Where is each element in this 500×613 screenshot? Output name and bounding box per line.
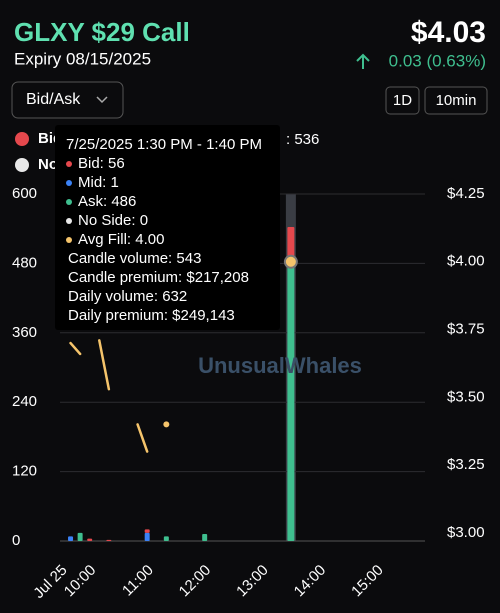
price: $4.03 [411, 16, 486, 49]
tooltip-item: Mid: 1 [78, 174, 119, 191]
x-tick-label: 14:00 [291, 562, 330, 601]
y2-tick-label: $3.25 [447, 456, 485, 473]
tooltip-line: Candle premium: $217,208 [68, 269, 249, 286]
dropdown-icon [96, 96, 108, 104]
watermark: UnusualWhales [198, 353, 362, 378]
y-tick-label: 480 [12, 254, 37, 271]
y-tick-label: 600 [12, 185, 37, 202]
y2-tick-label: $3.50 [447, 388, 485, 405]
tooltip-dot [66, 161, 72, 167]
hover-point [283, 254, 298, 269]
tooltip-dot [66, 237, 72, 243]
y2-tick-label: $3.75 [447, 321, 485, 338]
interval-label: 10min [436, 92, 477, 109]
y-tick-label: 360 [12, 324, 37, 341]
change: 0.03 (0.63%) [389, 51, 486, 70]
y-tick-label: 0 [12, 532, 20, 549]
bar [77, 532, 83, 541]
bar [144, 529, 150, 533]
tooltip-dot [66, 199, 72, 205]
tooltip-box [55, 125, 280, 330]
x-tick-label: Jul 25 [30, 562, 70, 602]
interval-button[interactable] [424, 86, 488, 115]
x-tick-label: 13:00 [233, 562, 272, 601]
title: GLXY $29 Call [14, 17, 190, 47]
x-tick-label: 12:00 [176, 562, 215, 601]
y2-tick-label: $3.00 [447, 524, 485, 541]
tooltip-line: Candle volume: 543 [68, 250, 201, 267]
legend-note: : 536 [286, 131, 319, 148]
range-button[interactable] [385, 86, 420, 115]
bar [144, 532, 150, 541]
tooltip-item: Bid: 56 [78, 155, 125, 172]
legend-dot [15, 158, 29, 172]
tooltip-dot [66, 180, 72, 186]
tooltip-item: Ask: 486 [78, 193, 136, 210]
x-tick-label: 15:00 [348, 562, 387, 601]
range-label: 1D [393, 92, 412, 109]
bar [287, 259, 295, 541]
bar [87, 538, 93, 541]
y2-tick-label: $4.25 [447, 185, 485, 202]
bar [106, 539, 112, 541]
tooltip-item: No Side: 0 [78, 212, 148, 229]
bar [202, 534, 208, 541]
y-tick-label: 120 [12, 463, 37, 480]
expiry: Expiry 08/15/2025 [14, 49, 151, 68]
mode-label: Bid/Ask [26, 91, 81, 108]
x-tick-label: 11:00 [119, 562, 157, 600]
x-tick-label: 10:00 [61, 562, 100, 601]
tooltip-item: Avg Fill: 4.00 [78, 231, 164, 248]
mode-button[interactable] [11, 81, 124, 119]
tooltip-line: Daily volume: 632 [68, 288, 187, 305]
tooltip-dot [66, 218, 72, 224]
bar [68, 536, 74, 541]
y2-tick-label: $4.00 [447, 253, 485, 270]
tooltip-line: Daily premium: $249,143 [68, 307, 235, 324]
line-point [163, 421, 170, 428]
bar [287, 226, 295, 260]
change-arrow [356, 53, 370, 69]
y-tick-label: 240 [12, 393, 37, 410]
tooltip-title: 7/25/2025 1:30 PM - 1:40 PM [66, 136, 262, 153]
bar [163, 536, 169, 541]
legend-dot [15, 132, 29, 146]
